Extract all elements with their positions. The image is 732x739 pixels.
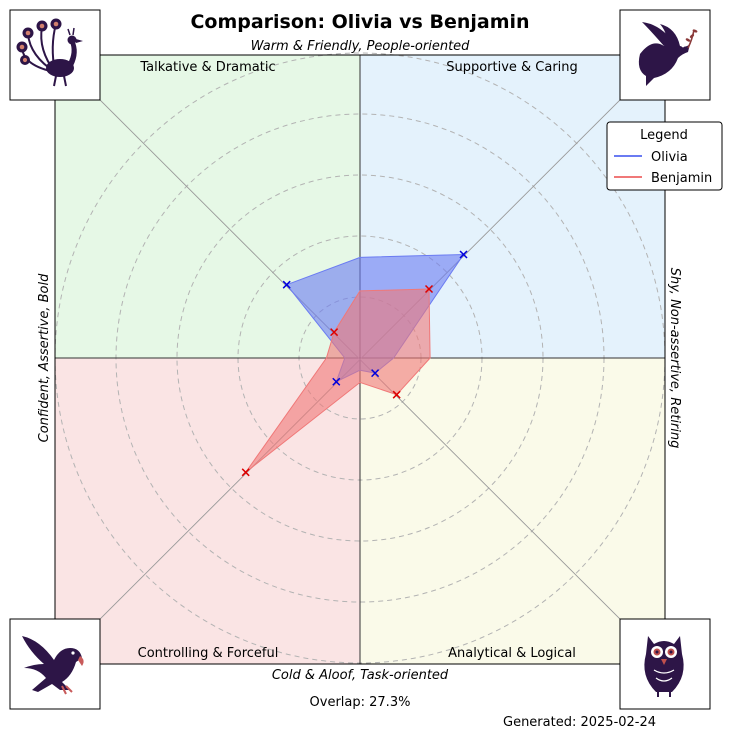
dove-icon-box bbox=[619, 9, 711, 101]
quadrant-label-controlling: Controlling & Forceful bbox=[138, 646, 279, 661]
data-point-benjamin-down-left bbox=[241, 468, 250, 477]
peacock-icon bbox=[16, 18, 83, 87]
axis-label-bottom: Cold & Aloof, Task-oriented bbox=[272, 668, 449, 683]
chart-title: Comparison: Olivia vs Benjamin bbox=[190, 11, 529, 33]
legend-box bbox=[606, 121, 723, 191]
eagle-icon bbox=[22, 636, 84, 695]
legend-title: Legend bbox=[640, 128, 688, 143]
owl-icon bbox=[644, 636, 684, 697]
legend-label-olivia: Olivia bbox=[651, 150, 688, 165]
generated-date: Generated: 2025-02-24 bbox=[503, 715, 656, 730]
data-point-olivia-up-right bbox=[459, 250, 468, 259]
data-point-benjamin-up-right bbox=[424, 284, 434, 294]
peacock-icon-box bbox=[9, 9, 101, 101]
eagle-icon-box bbox=[9, 618, 101, 710]
quadrant-label-supportive: Supportive & Caring bbox=[446, 60, 578, 75]
data-point-benjamin-up-left bbox=[330, 328, 339, 337]
legend: Legend Olivia Benjamin bbox=[606, 121, 723, 191]
data-point-benjamin-down-right bbox=[392, 390, 401, 399]
legend-label-benjamin: Benjamin bbox=[651, 171, 712, 186]
data-point-olivia-down-left bbox=[332, 377, 341, 386]
dove-icon bbox=[638, 22, 698, 86]
plot-frame bbox=[54, 54, 666, 665]
quadrant-label-talkative: Talkative & Dramatic bbox=[139, 60, 275, 75]
axis-label-top: Warm & Friendly, People-oriented bbox=[251, 39, 471, 54]
axis-label-left: Confident, Assertive, Bold bbox=[37, 273, 52, 442]
series-layer bbox=[241, 250, 468, 477]
data-point-olivia-up-left bbox=[282, 280, 291, 289]
data-point-olivia-down-right bbox=[371, 369, 380, 378]
quadrant-label-analytical: Analytical & Logical bbox=[448, 646, 576, 661]
owl-icon-box bbox=[619, 618, 711, 710]
overlap-text: Overlap: 27.3% bbox=[310, 695, 411, 710]
axis-label-right: Shy, Non-assertive, Retiring bbox=[667, 268, 682, 449]
